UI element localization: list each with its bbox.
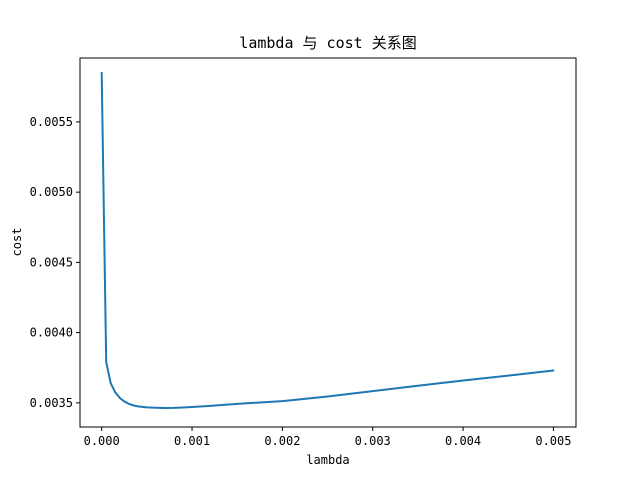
y-tick-label: 0.0050	[30, 185, 73, 199]
chart-title: lambda 与 cost 关系图	[239, 34, 416, 52]
plot-frame	[79, 57, 577, 428]
x-axis-label: lambda	[306, 453, 349, 467]
x-tick-label: 0.001	[174, 434, 210, 448]
y-axis-ticks: 0.0035 0.0040 0.0045 0.0050 0.0055	[30, 115, 80, 410]
x-tick-label: 0.002	[264, 434, 300, 448]
x-tick-label: 0.003	[355, 434, 391, 448]
cost-line	[100, 71, 555, 410]
y-axis-label: cost	[10, 228, 24, 257]
y-tick-label: 0.0045	[30, 255, 73, 269]
x-tick-label: 0.005	[535, 434, 571, 448]
x-tick-label: 0.000	[84, 434, 120, 448]
y-tick-label: 0.0055	[30, 115, 73, 129]
y-tick-label: 0.0040	[30, 326, 73, 340]
x-tick-label: 0.004	[445, 434, 481, 448]
y-tick-label: 0.0035	[30, 396, 73, 410]
x-axis-ticks: 0.000 0.001 0.002 0.003 0.004 0.005	[84, 427, 571, 448]
